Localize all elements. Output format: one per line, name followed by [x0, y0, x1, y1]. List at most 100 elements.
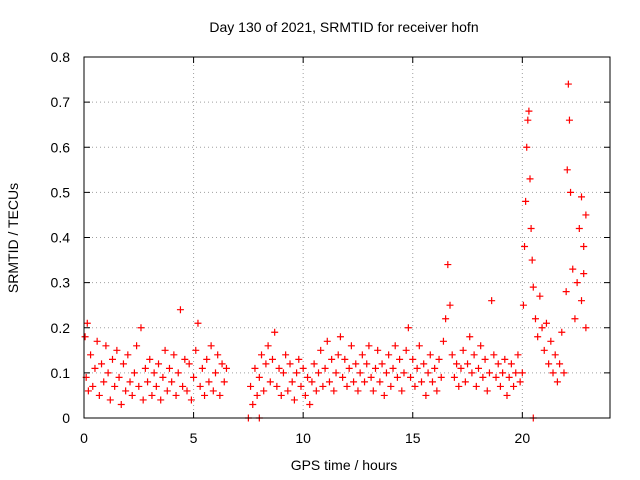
data-point [183, 387, 191, 395]
data-point [293, 369, 301, 377]
data-point [519, 301, 527, 309]
data-point [334, 351, 342, 359]
data-point [260, 387, 268, 395]
data-point [522, 197, 530, 205]
data-point [564, 80, 572, 88]
data-point [126, 378, 134, 386]
data-point [567, 188, 575, 196]
data-point [81, 333, 89, 341]
data-point [426, 351, 434, 359]
data-point [528, 256, 536, 264]
data-point [319, 382, 327, 390]
data-point [531, 315, 539, 323]
data-point [558, 328, 566, 336]
data-point [185, 360, 193, 368]
data-point [218, 360, 226, 368]
data-point [216, 391, 224, 399]
data-point [569, 265, 577, 273]
data-point [176, 306, 184, 314]
data-point [525, 107, 533, 115]
data-point [418, 378, 426, 386]
y-tick-label: 0.1 [51, 365, 71, 381]
data-point [275, 364, 283, 372]
data-point [220, 378, 228, 386]
data-markers [81, 80, 590, 422]
data-point [367, 373, 375, 381]
data-point [494, 360, 502, 368]
data-point [194, 319, 202, 327]
data-point [288, 378, 296, 386]
data-point [146, 355, 154, 363]
data-point [148, 391, 156, 399]
data-point [512, 369, 520, 377]
data-point [563, 166, 571, 174]
data-point [542, 319, 550, 327]
data-point [580, 270, 588, 278]
data-point [453, 360, 461, 368]
data-point [387, 382, 395, 390]
data-point [457, 364, 465, 372]
data-point [477, 342, 485, 350]
data-point [190, 373, 198, 381]
data-point [433, 387, 441, 395]
data-point [534, 333, 542, 341]
data-point [363, 360, 371, 368]
data-point [336, 333, 344, 341]
data-point [516, 378, 524, 386]
axis-ticks: 0 5 10 15 20 0 0.1 0.2 0.3 0.4 0.5 0.6 0.7 0.8 [51, 49, 610, 446]
data-point [135, 382, 143, 390]
data-point [95, 391, 103, 399]
data-point [304, 373, 312, 381]
data-point [444, 261, 452, 269]
data-point [273, 382, 281, 390]
data-point [378, 360, 386, 368]
data-point [266, 378, 274, 386]
data-point [413, 364, 421, 372]
data-point [573, 279, 581, 287]
data-point [249, 400, 257, 408]
data-point [354, 387, 362, 395]
data-point [428, 378, 436, 386]
data-point [488, 297, 496, 305]
data-point [437, 373, 445, 381]
data-point [475, 364, 482, 372]
data-point [262, 360, 270, 368]
data-point [575, 224, 583, 232]
data-point [565, 116, 573, 124]
data-point [207, 342, 215, 350]
data-point [411, 382, 419, 390]
data-point [128, 391, 136, 399]
data-point [152, 382, 160, 390]
data-point [396, 355, 404, 363]
data-point [87, 351, 95, 359]
data-point [393, 373, 401, 381]
data-point [424, 369, 432, 377]
data-point [356, 369, 364, 377]
data-point [409, 355, 417, 363]
data-point [306, 400, 314, 408]
data-point [439, 337, 447, 345]
data-point [179, 382, 187, 390]
data-point [104, 369, 112, 377]
data-point [130, 369, 138, 377]
data-point [415, 342, 423, 350]
data-point [464, 360, 472, 368]
data-point [282, 351, 290, 359]
x-tick-label: 10 [295, 430, 311, 446]
data-point [385, 351, 393, 359]
data-point [527, 224, 535, 232]
data-point [100, 378, 108, 386]
y-tick-label: 0 [62, 410, 70, 426]
data-point [448, 351, 456, 359]
data-point [582, 324, 590, 332]
data-point [301, 391, 309, 399]
data-point [407, 373, 415, 381]
data-point [111, 382, 119, 390]
y-tick-label: 0.3 [51, 275, 71, 291]
data-point [330, 387, 338, 395]
chart-title: Day 130 of 2021, SRMTID for receiver hof… [209, 19, 478, 35]
data-point [117, 400, 125, 408]
data-point [343, 382, 351, 390]
data-point [523, 143, 531, 151]
data-point [404, 324, 412, 332]
